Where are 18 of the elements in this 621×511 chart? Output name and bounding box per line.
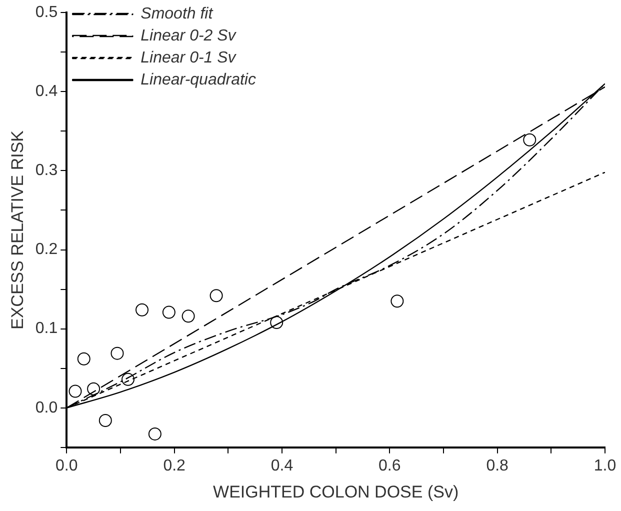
y-tick-label: 0.4 — [35, 83, 58, 100]
legend-label: Linear-quadratic — [140, 71, 256, 88]
y-tick-label: 0.2 — [35, 241, 58, 258]
legend-label: Smooth fit — [140, 5, 214, 22]
x-axis-title: WEIGHTED COLON DOSE (Sv) — [213, 482, 459, 502]
x-tick-label: 0.0 — [56, 457, 78, 474]
legend-label: Linear 0-1 Sv — [140, 49, 237, 66]
x-tick-label: 1.0 — [594, 457, 616, 474]
y-tick-label: 0.5 — [35, 4, 58, 22]
y-tick-label: 0.3 — [35, 162, 58, 180]
x-tick-label: 0.8 — [486, 457, 509, 474]
x-tick-label: 0.2 — [163, 457, 186, 474]
x-tick-label: 0.6 — [378, 457, 401, 474]
y-tick-label: 0.1 — [35, 320, 58, 338]
y-tick-label: 0.0 — [35, 399, 58, 416]
legend-label: Linear 0-2 Sv — [140, 27, 237, 44]
x-tick-label: 0.4 — [270, 457, 294, 474]
y-axis-title: EXCESS RELATIVE RISK — [8, 130, 27, 330]
